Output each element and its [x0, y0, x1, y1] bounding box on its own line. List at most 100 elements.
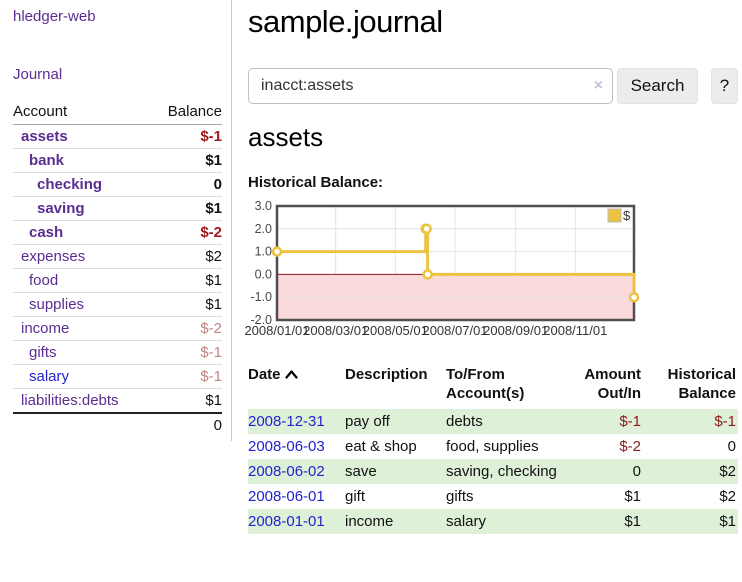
- account-balance: $1: [151, 268, 222, 293]
- transaction-amount: $1: [624, 488, 641, 505]
- y-axis-tick: 2.0: [255, 222, 272, 236]
- account-balance: $-2: [151, 220, 222, 245]
- register-header-balance: Historical Balance: [667, 366, 736, 402]
- search-button[interactable]: Search: [617, 68, 698, 104]
- account-link[interactable]: liabilities:debts: [21, 392, 119, 409]
- x-axis-tick: 2008/09/01: [483, 323, 548, 338]
- chart-title: Historical Balance:: [248, 174, 384, 191]
- x-axis-tick: 2008/11/01: [543, 323, 607, 338]
- account-balance: $-2: [151, 316, 222, 341]
- transaction-balance: $2: [719, 488, 736, 505]
- account-row: income $-2: [13, 316, 222, 341]
- y-axis-tick: 0.0: [255, 267, 272, 281]
- account-balance: 0: [151, 172, 222, 197]
- y-axis-tick: -2.0: [250, 313, 272, 327]
- account-link[interactable]: salary: [29, 368, 70, 385]
- account-row: food $1: [13, 268, 222, 293]
- transaction-date-link[interactable]: 2008-01-01: [248, 513, 325, 530]
- account-link[interactable]: expenses: [21, 248, 86, 265]
- transaction-balance: $2: [719, 463, 736, 480]
- account-heading: assets: [248, 122, 324, 152]
- account-row: cash $-2: [13, 220, 222, 245]
- account-balance: $1: [151, 196, 222, 221]
- y-axis-tick: -1.0: [250, 290, 272, 304]
- account-row: checking 0: [13, 172, 222, 197]
- accounts-total-value: 0: [151, 412, 222, 437]
- app-brand-link[interactable]: hledger-web: [13, 8, 96, 25]
- register-table-body: 2008-12-31 pay off debts $-1 $-1 2008-06-03 ea…: [248, 409, 738, 534]
- transaction-description: eat & shop: [345, 438, 417, 455]
- x-axis-tick: 2008/07/01: [422, 323, 487, 338]
- transaction-accounts: saving, checking: [446, 463, 557, 480]
- account-balance: $-1: [151, 124, 222, 149]
- transaction-accounts: gifts: [446, 488, 474, 505]
- transaction-accounts: salary: [446, 513, 487, 530]
- register-row: 2008-12-31 pay off debts $-1 $-1: [248, 409, 738, 434]
- sidebar-item-journal[interactable]: Journal: [13, 66, 63, 83]
- transaction-date-link[interactable]: 2008-06-02: [248, 463, 325, 480]
- register-header-accounts: To/From Account(s): [446, 366, 525, 402]
- account-link[interactable]: saving: [37, 200, 85, 217]
- account-link[interactable]: checking: [37, 176, 103, 193]
- accounts-total-row: 0: [13, 412, 222, 437]
- register-row: 2008-06-03 eat & shop food, supplies $-2 0: [248, 434, 738, 459]
- account-link[interactable]: food: [29, 272, 59, 289]
- account-row: bank $1: [13, 148, 222, 173]
- page-title: sample.journal: [248, 4, 443, 39]
- accounts-header-account: Account: [13, 100, 152, 125]
- transaction-description: gift: [345, 488, 366, 505]
- register-header-row: Date Description To/From Account(s) Amou…: [248, 363, 738, 409]
- accounts-table-body: assets $-1 bank $1 checking 0 saving $1 cash $-2 e…: [13, 124, 222, 414]
- account-row: expenses $2: [13, 244, 222, 269]
- account-row: supplies $1: [13, 292, 222, 317]
- account-balance: $-1: [151, 364, 222, 389]
- account-link[interactable]: income: [21, 320, 70, 337]
- transaction-description: pay off: [345, 413, 390, 430]
- account-balance: $1: [151, 148, 222, 173]
- help-button[interactable]: ?: [711, 68, 738, 104]
- sort-ascending-icon: [284, 365, 298, 384]
- account-balance: $-1: [151, 340, 222, 365]
- account-row: gifts $-1: [13, 340, 222, 365]
- transaction-date-link[interactable]: 2008-06-03: [248, 438, 325, 455]
- y-axis-tick: 1.0: [255, 245, 272, 259]
- historical-balance-chart: $3.0 2.0 1.0 0.0 -1.0 -2.02008/01/012008/03/0…: [244, 199, 640, 338]
- x-axis-tick: 2008/01/01: [244, 323, 309, 338]
- register-header-description: Description: [345, 366, 428, 383]
- x-axis-tick: 2008/03/01: [303, 323, 368, 338]
- accounts-table: Account Balance assets $-1 bank $1 checking 0…: [13, 100, 222, 437]
- account-balance: $1: [151, 388, 222, 414]
- transaction-date-link[interactable]: 2008-12-31: [248, 413, 325, 430]
- transaction-amount: $-2: [619, 438, 641, 455]
- register-table: Date Description To/From Account(s) Amou…: [248, 363, 738, 534]
- sidebar: hledger-web Journal Account Balance asse…: [0, 0, 232, 441]
- account-link[interactable]: assets: [21, 128, 68, 145]
- x-axis-tick: 2008/05/01: [363, 323, 428, 338]
- accounts-header-balance: Balance: [151, 100, 222, 125]
- account-balance: $2: [151, 244, 222, 269]
- transaction-balance: $-1: [714, 413, 736, 430]
- account-link[interactable]: bank: [29, 152, 65, 169]
- account-row: saving $1: [13, 196, 222, 221]
- register-row: 2008-01-01 income salary $1 $1: [248, 509, 738, 534]
- transaction-date-link[interactable]: 2008-06-01: [248, 488, 325, 505]
- search-input[interactable]: [248, 68, 613, 104]
- legend-label: $: [623, 208, 631, 223]
- transaction-balance: $1: [719, 513, 736, 530]
- register-row: 2008-06-01 gift gifts $1 $2: [248, 484, 738, 509]
- y-axis-tick: 3.0: [255, 199, 272, 213]
- account-balance: $1: [151, 292, 222, 317]
- transaction-description: income: [345, 513, 394, 530]
- register-header-date[interactable]: Date: [248, 363, 345, 409]
- transaction-balance: 0: [727, 438, 736, 455]
- transaction-description: save: [345, 463, 377, 480]
- account-link[interactable]: gifts: [29, 344, 57, 361]
- accounts-table-header: Account Balance: [13, 100, 222, 125]
- transaction-accounts: debts: [446, 413, 483, 430]
- account-link[interactable]: supplies: [29, 296, 85, 313]
- account-link[interactable]: cash: [29, 224, 64, 241]
- transaction-amount: 0: [632, 463, 641, 480]
- clear-search-icon[interactable]: ×: [593, 77, 603, 94]
- search-box: ×: [248, 68, 613, 104]
